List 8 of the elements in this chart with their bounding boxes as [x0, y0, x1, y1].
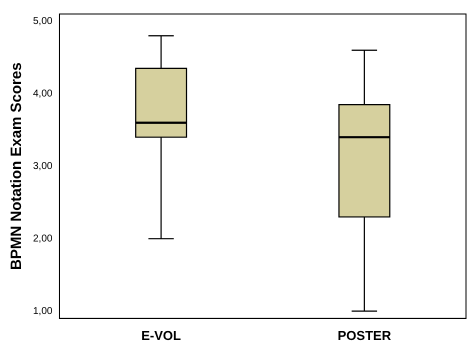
x-tick-label: POSTER	[338, 328, 392, 343]
y-tick-label: 3,00	[32, 160, 53, 172]
y-tick-label: 1,00	[32, 306, 53, 317]
y-axis-title: BPMN Notation Exam Scores	[8, 62, 26, 270]
y-tick-label: 4,00	[32, 88, 53, 100]
y-tick-label: 5,00	[32, 16, 53, 27]
x-tick-label: E-VOL	[141, 328, 182, 343]
y-tick-label: 2,00	[32, 233, 53, 244]
